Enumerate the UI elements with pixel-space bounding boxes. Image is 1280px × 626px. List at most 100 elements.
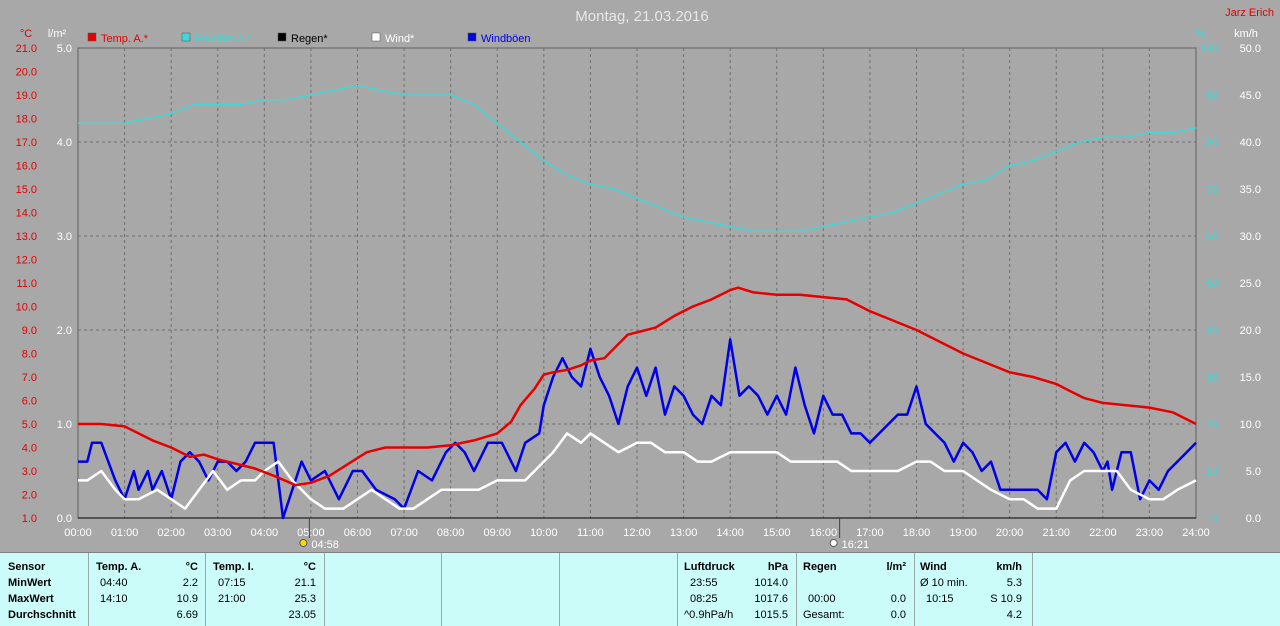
- station-name: Jarz Erich: [1225, 7, 1274, 19]
- chart-title: Montag, 21.03.2016: [575, 8, 708, 25]
- x-tick-label: 20:00: [996, 527, 1024, 539]
- series-lines: [78, 84, 1197, 520]
- humidity-tick-label: 70: [1206, 184, 1218, 196]
- temp-tick-label: 5.0: [22, 419, 37, 431]
- x-tick-label: 22:00: [1089, 527, 1117, 539]
- series-line-temp: [78, 286, 1197, 487]
- x-tick-label: 07:00: [390, 527, 418, 539]
- stats-cell: 21:00: [218, 593, 246, 605]
- temp-tick-label: 10.0: [16, 302, 37, 314]
- humidity-tick-label: 0: [1212, 513, 1218, 525]
- stats-row-label: MinWert: [8, 577, 52, 589]
- temp-tick-label: 7.0: [22, 372, 37, 384]
- rain-tick-label: 4.0: [57, 137, 72, 149]
- axis-unit-label: km/h: [1234, 28, 1258, 40]
- axis-unit-labels: °C l/m²% km/h: [20, 28, 1258, 40]
- stats-header-rain: Regen: [803, 561, 837, 573]
- stats-cell: 08:25: [690, 593, 718, 605]
- temp-tick-label: 12.0: [16, 255, 37, 267]
- series-line-wind: [78, 432, 1197, 510]
- axis-unit-label: °C: [20, 28, 32, 40]
- rain-tick-label: 3.0: [57, 231, 72, 243]
- temp-tick-label: 14.0: [16, 208, 37, 220]
- stats-cell: 10.9: [176, 593, 198, 605]
- x-tick-label: 04:00: [251, 527, 279, 539]
- stats-cell: S 10.9: [990, 593, 1022, 605]
- wind-tick-label: 10.0: [1240, 419, 1261, 431]
- stats-cell: 6.69: [176, 609, 198, 621]
- humidity-tick-label: 100: [1200, 43, 1218, 55]
- x-tick-label: 09:00: [483, 527, 511, 539]
- rain-tick-label: 2.0: [57, 325, 72, 337]
- humidity-tick-label: 50: [1206, 278, 1218, 290]
- legend-swatch: [87, 32, 97, 42]
- tick-labels: 00:00 01:00 02:00 03:00 04:00 05:00 06:00 07:00…: [16, 43, 1261, 539]
- series-line-humidity: [78, 84, 1197, 233]
- stats-cell: 1014.0: [754, 577, 788, 589]
- humidity-tick-label: 60: [1206, 231, 1218, 243]
- stats-row-label: Durchschnitt: [8, 609, 76, 621]
- axis-unit-label: l/m²: [48, 28, 67, 40]
- stats-header-temp-a: Temp. A.: [96, 561, 142, 573]
- x-tick-label: 21:00: [1042, 527, 1070, 539]
- x-tick-label: 14:00: [716, 527, 744, 539]
- humidity-tick-label: 40: [1206, 325, 1218, 337]
- humidity-tick-label: 80: [1206, 137, 1218, 149]
- x-tick-label: 15:00: [763, 527, 791, 539]
- stats-header-temp-a-unit: °C: [185, 561, 198, 573]
- humidity-tick-label: 10: [1206, 466, 1218, 478]
- weather-chart: Montag, 21.03.2016 Jarz Erich Temp. A.* F…: [16, 7, 1274, 551]
- wind-tick-label: 30.0: [1240, 231, 1261, 243]
- temp-tick-label: 2.0: [22, 490, 37, 502]
- rain-tick-label: 0.0: [57, 513, 72, 525]
- temp-tick-label: 4.0: [22, 443, 37, 455]
- temp-tick-label: 13.0: [16, 231, 37, 243]
- stats-cell: 0.0: [890, 609, 906, 621]
- wind-tick-label: 40.0: [1240, 137, 1261, 149]
- temp-tick-label: 16.0: [16, 161, 37, 173]
- temp-tick-label: 21.0: [16, 43, 37, 55]
- stats-cell: 10:15: [926, 593, 954, 605]
- wind-tick-label: 25.0: [1240, 278, 1261, 290]
- humidity-tick-label: 30: [1206, 372, 1218, 384]
- rain-tick-label: 5.0: [57, 43, 72, 55]
- x-tick-label: 18:00: [903, 527, 931, 539]
- stats-cell: ^0.9hPa/h: [684, 609, 734, 621]
- legend-label: Windböen: [481, 33, 531, 45]
- stats-cell: 23.05: [288, 609, 316, 621]
- legend-label: Wind*: [385, 33, 415, 45]
- sunrise-icon: [299, 539, 308, 547]
- stats-header-pressure-unit: hPa: [767, 561, 788, 573]
- stats-header-pressure: Luftdruck: [684, 561, 735, 573]
- stats-cell: 04:40: [100, 577, 128, 589]
- sun-markers: 04:58 16:21: [299, 518, 869, 551]
- humidity-tick-label: 20: [1206, 419, 1218, 431]
- stats-cell: Ø 10 min.: [920, 577, 968, 589]
- sunrise-label: 04:58: [311, 539, 339, 551]
- legend-label: Feuchte A.*: [195, 33, 253, 45]
- x-tick-label: 13:00: [670, 527, 698, 539]
- temp-tick-label: 18.0: [16, 114, 37, 126]
- temp-tick-label: 9.0: [22, 325, 37, 337]
- wind-tick-label: 50.0: [1240, 43, 1261, 55]
- stats-cell: 21.1: [294, 577, 316, 589]
- x-tick-label: 03:00: [204, 527, 232, 539]
- x-tick-label: 23:00: [1136, 527, 1164, 539]
- wind-tick-label: 0.0: [1246, 513, 1261, 525]
- x-tick-label: 10:00: [530, 527, 558, 539]
- legend-label: Regen*: [291, 33, 328, 45]
- rain-tick-label: 1.0: [57, 419, 72, 431]
- legend-swatch: [371, 32, 381, 42]
- stats-header-temp-i-unit: °C: [303, 561, 316, 573]
- wind-tick-label: 20.0: [1240, 325, 1261, 337]
- stats-cell: 23:55: [690, 577, 718, 589]
- stats-cell: 5.3: [1006, 577, 1022, 589]
- temp-tick-label: 8.0: [22, 349, 37, 361]
- wind-tick-label: 15.0: [1240, 372, 1261, 384]
- series-line-wind: [78, 338, 1197, 520]
- x-tick-label: 17:00: [856, 527, 884, 539]
- x-tick-label: 08:00: [437, 527, 465, 539]
- stats-cell: 0.0: [890, 593, 906, 605]
- stats-cell: 1015.5: [754, 609, 788, 621]
- stats-row-label: MaxWert: [8, 593, 54, 605]
